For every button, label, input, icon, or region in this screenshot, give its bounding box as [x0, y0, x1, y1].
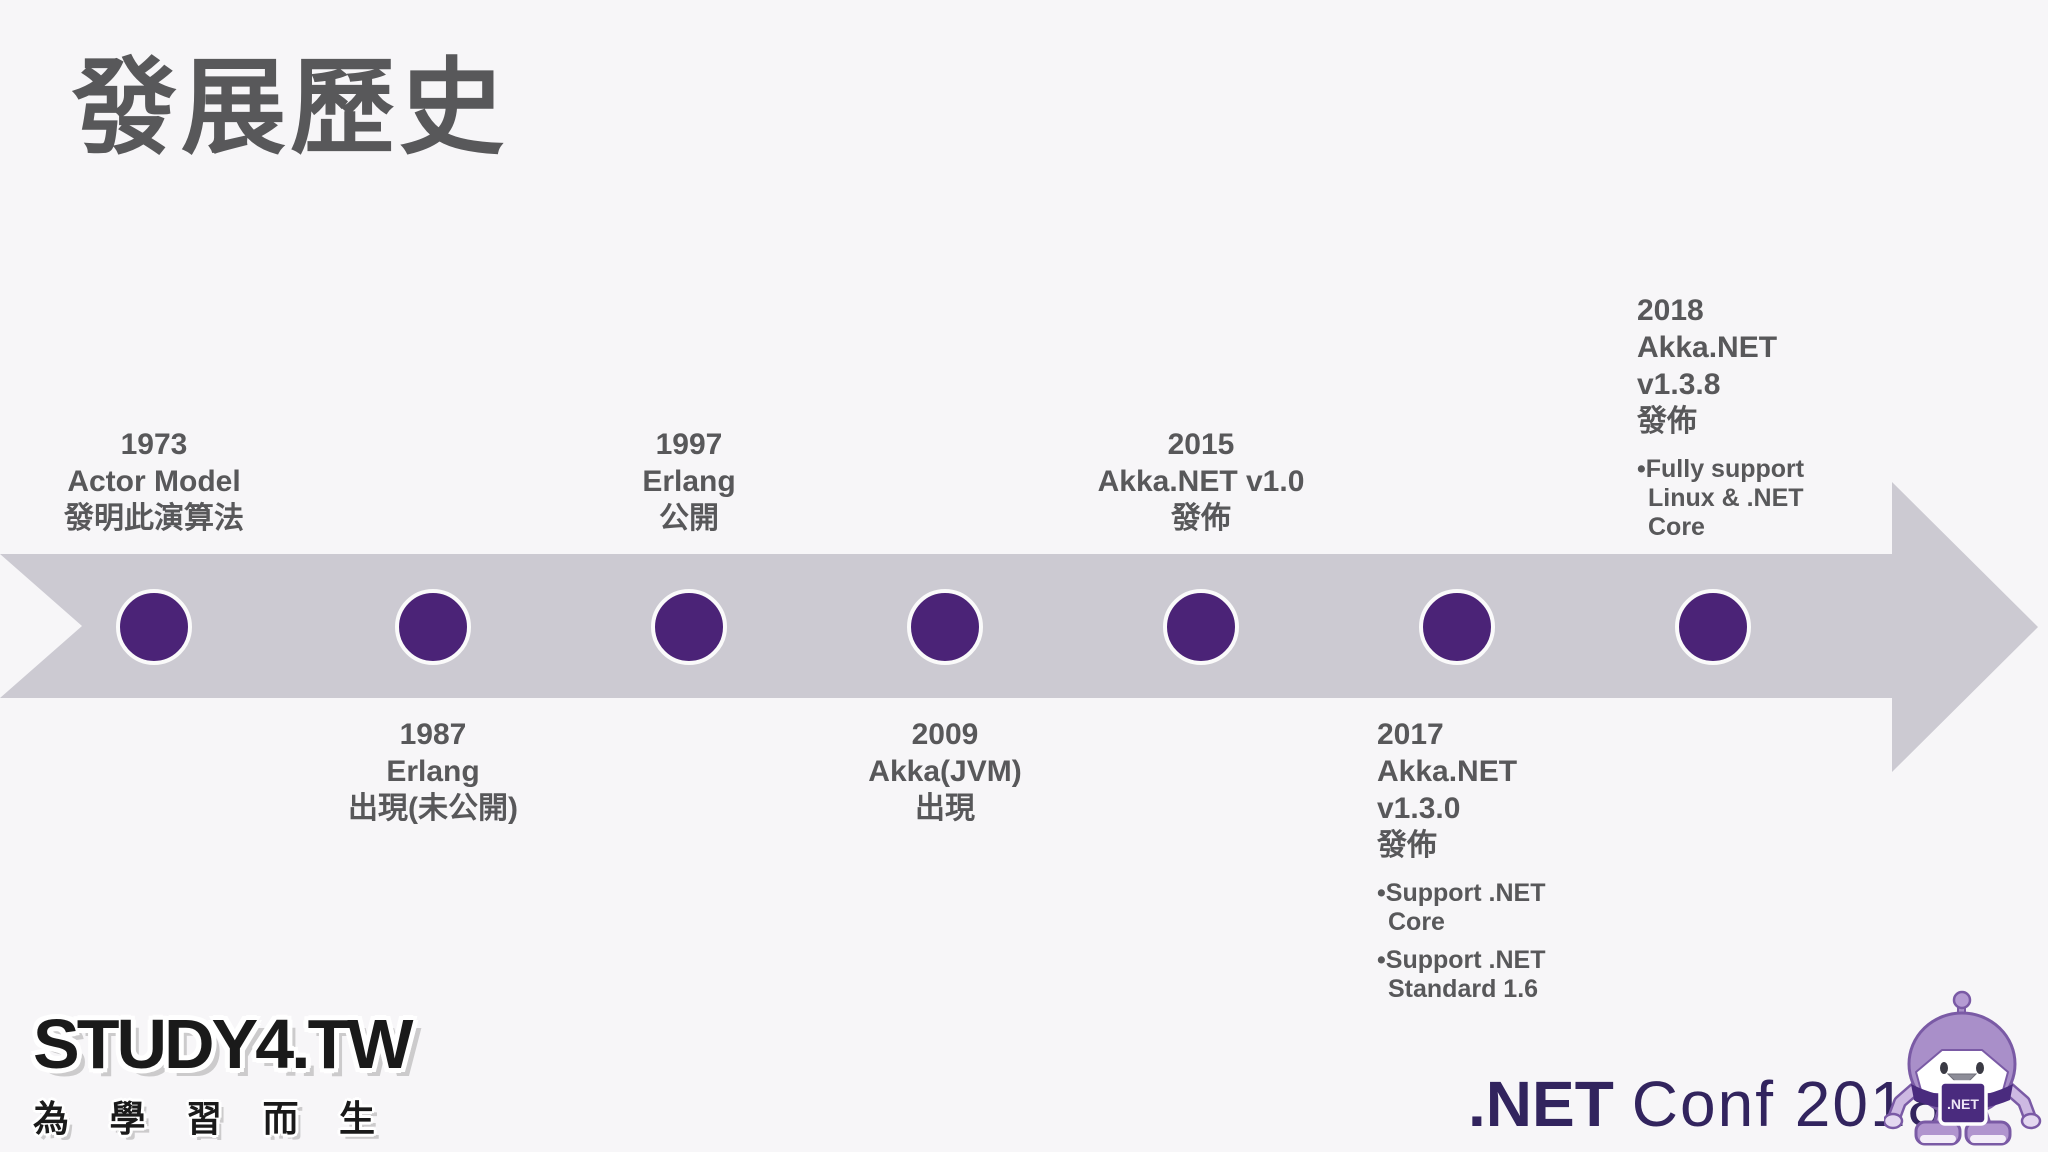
timeline-node-1973 [116, 589, 192, 665]
slogan-char: 學 [109, 1098, 146, 1139]
entry-bullet-list: Fully support Linux & .NET Core [1637, 455, 1815, 542]
entry-year: 2009 [911, 718, 979, 751]
entry-year: 2017 [1377, 718, 1444, 751]
entry-year: 1987 [399, 718, 467, 751]
entry-bullet: Support .NET Core [1377, 879, 1569, 937]
timeline-entry-1997: 1997 Erlang 公開 [539, 426, 839, 537]
timeline-node-2015 [1163, 589, 1239, 665]
entry-line: 發佈 [1637, 405, 1697, 438]
entry-line: Akka(JVM) [868, 755, 1022, 788]
entry-line: Akka.NET [1377, 755, 1518, 788]
entry-line: Erlang [386, 755, 480, 788]
robot-badge-label: .NET [1947, 1096, 1979, 1112]
timeline-entry-2017: 2017 Akka.NET v1.3.0 發佈 Support .NET Cor… [1377, 716, 1607, 1004]
study4-logo: STUDY4.TW 為 學 習 而 生 [33, 1005, 413, 1142]
timeline-node-1987 [395, 589, 471, 665]
timeline-arrow [0, 482, 2038, 772]
entry-line: 公開 [659, 502, 719, 535]
entry-line: Erlang [642, 465, 736, 498]
entry-line: Actor Model [67, 465, 241, 498]
entry-line: Akka.NET [1637, 331, 1778, 364]
timeline-entry-2018: 2018 Akka.NET v1.3.8 發佈 Fully support Li… [1637, 292, 1877, 542]
entry-line: 發明此演算法 [64, 502, 244, 535]
timeline-entry-1973: 1973 Actor Model 發明此演算法 [4, 426, 304, 537]
entry-year: 2018 [1637, 294, 1704, 327]
timeline-node-1997 [651, 589, 727, 665]
slogan-char: 生 [338, 1098, 375, 1139]
timeline-node-2017 [1419, 589, 1495, 665]
entry-bullet-list: Support .NET Core Support .NET Standard … [1377, 879, 1569, 1004]
entry-line: 出現 [915, 792, 975, 825]
slogan-char: 而 [262, 1098, 299, 1139]
dotnet-bot-mascot-icon: .NET [1884, 990, 2042, 1146]
study4-slogan: 為 學 習 而 生 [33, 1090, 375, 1142]
entry-year: 1997 [655, 428, 723, 461]
entry-line: 出現(未公開) [348, 792, 518, 825]
timeline-node-2018 [1675, 589, 1751, 665]
timeline-node-2009 [907, 589, 983, 665]
netconf-wordmark: .NET Conf 2018 [1468, 1072, 1945, 1136]
entry-line: 發佈 [1171, 502, 1231, 535]
study4-wordmark: STUDY4.TW [33, 1005, 413, 1083]
timeline-entry-2015: 2015 Akka.NET v1.0 發佈 [1051, 426, 1351, 537]
slogan-char: 習 [185, 1098, 222, 1139]
timeline-entry-1987: 1987 Erlang 出現(未公開) [283, 716, 583, 827]
entry-line: v1.3.8 [1637, 368, 1721, 401]
netconf-dotnet: .NET [1468, 1068, 1614, 1140]
entry-line: v1.3.0 [1377, 792, 1461, 825]
entry-year: 1973 [120, 428, 188, 461]
timeline-entry-2009: 2009 Akka(JVM) 出現 [795, 716, 1095, 827]
entry-line: Akka.NET v1.0 [1097, 465, 1305, 498]
entry-year: 2015 [1167, 428, 1235, 461]
page-title: 發展歷史 [72, 50, 509, 167]
entry-bullet: Fully support Linux & .NET Core [1637, 455, 1815, 542]
entry-line: 發佈 [1377, 829, 1437, 862]
entry-bullet: Support .NET Standard 1.6 [1377, 946, 1569, 1004]
slogan-char: 為 [33, 1098, 70, 1139]
